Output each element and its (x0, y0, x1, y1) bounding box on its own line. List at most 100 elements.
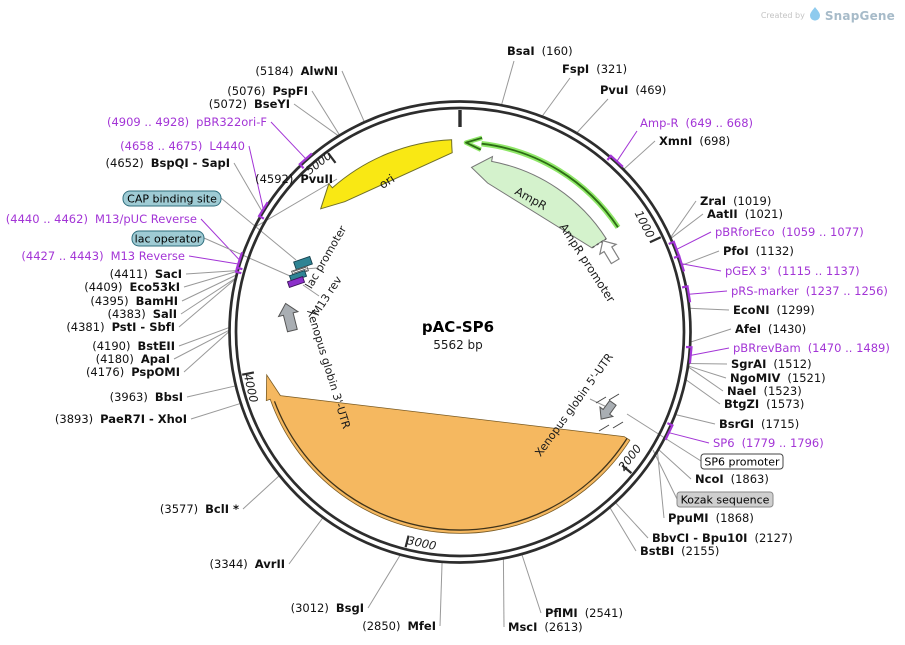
boxed-label-CAP binding site: CAP binding site (122, 190, 222, 207)
primer-label-L4440: (4658 .. 4675) L4440 (120, 139, 245, 153)
leader-pGEX 3' (681, 263, 722, 272)
utr5-hatch-0 (595, 396, 607, 404)
leader-PspOMI (183, 330, 231, 373)
tick-1000 (649, 236, 662, 244)
primer-site-tick-pBRrevBam (685, 345, 693, 364)
leader-MscI (502, 557, 505, 628)
leader-AvrII (288, 516, 324, 565)
feature-box-rect (286, 275, 306, 289)
leader-SalI (180, 277, 237, 315)
boxed-label-Kozak sequence: Kozak sequence (676, 491, 774, 508)
snapgene-credit: Created by SnapGene (761, 6, 895, 25)
enzyme-label-PvuII: (4592) PvuII (255, 172, 333, 186)
leader-PfoI (680, 250, 720, 267)
enzyme-label-BseYI: (5072) BseYI (209, 97, 290, 111)
leader-BsgI (367, 553, 402, 609)
boxed-label-rect (676, 491, 774, 508)
plasmid-ring-inner (234, 106, 686, 558)
primer-label-M13 Reverse: (4427 .. 4443) M13 Reverse (21, 249, 185, 263)
leader-BtgZI (684, 378, 721, 405)
leader-Eco53kI (183, 270, 239, 288)
orange-orf-core-line (273, 401, 628, 531)
leader-lines (173, 60, 732, 628)
enzyme-label-SalI: (4383) SalI (107, 307, 177, 321)
enzyme-label-EcoNI: EcoNI (1299) (733, 303, 815, 317)
leader-PstI - SbfI (178, 277, 237, 328)
enzyme-label-MfeI: (2850) MfeI (362, 619, 436, 633)
leader-BstBI (608, 506, 637, 552)
primer-site-tick-Amp-R (606, 154, 624, 168)
leader-BclI * (242, 474, 281, 510)
xenopus-globin-5utr-arrow (599, 399, 617, 420)
enzyme-label-FspI: FspI (321) (562, 62, 627, 76)
primer-site-tick-L4440 (257, 201, 269, 220)
leader-L4440 (248, 145, 264, 210)
ampr-thin-core (481, 142, 619, 228)
primer-site-tick-pRS-marker (681, 284, 692, 303)
ori-arrow (319, 139, 453, 210)
enzyme-label-PflMI: PflMI (2541) (545, 606, 623, 620)
enzyme-label-BspQI - SapI: (4652) BspQI - SapI (106, 156, 230, 170)
snapgene-logo-icon (809, 6, 820, 25)
enzyme-label-AlwNI: (5184) AlwNI (255, 64, 338, 78)
leader-EcoNI (688, 307, 730, 311)
boxed-label-rect (122, 190, 222, 207)
enzyme-label-XmnI: XmnI (698) (659, 134, 730, 148)
leader-PspFI (311, 90, 341, 137)
mini-leader-1 (302, 284, 320, 297)
hatch-line (292, 266, 307, 273)
enzyme-label-NaeI: NaeI (1523) (727, 384, 802, 398)
leader-pBRforEco (676, 231, 712, 250)
enzyme-label-Eco53kI: (4409) Eco53kI (84, 280, 180, 294)
orange-orf-arrow (265, 373, 631, 534)
ampr-promoter-arrow (598, 239, 620, 265)
enzyme-label-BbvCI - Bpu10I: BbvCI - Bpu10I (2127) (652, 531, 793, 545)
leader-pRS-marker (688, 290, 728, 295)
tick-label-4000: 4000 (241, 372, 261, 404)
enzyme-label-PvuI: PvuI (469) (600, 83, 666, 97)
leader-pBRrevBam (690, 347, 730, 356)
leader-AfeI (689, 328, 732, 343)
enzyme-label-PspFI: (5076) PspFI (227, 84, 308, 98)
boxed-label-lac operator: lac operator (131, 230, 205, 247)
enzyme-label-BbsI: (3963) BbsI (110, 390, 183, 404)
leader-NaeI (687, 365, 724, 392)
xenopus-globin-3utr-arrow (277, 302, 300, 333)
utr5-hatch-2 (612, 421, 624, 429)
enzyme-label-PspOMI: (4176) PspOMI (86, 365, 180, 379)
leader-AlwNI (341, 70, 366, 123)
primer-label-pBRforEco: pBRforEco (1059 .. 1077) (715, 225, 864, 239)
boxed-label-rect (700, 453, 784, 470)
leader-NgoMIV (687, 365, 727, 379)
leader-Kozak sequence (652, 449, 678, 500)
leader-CAP binding site (220, 197, 297, 261)
leader-M13/pUC Reverse (200, 218, 240, 261)
enzyme-label-PpuMI: PpuMI (1868) (668, 511, 754, 525)
tick-label-3000: 3000 (406, 533, 438, 553)
enzyme-label-PfoI: PfoI (1132) (723, 244, 794, 258)
enzyme-label-BsrGI: BsrGI (1715) (719, 417, 799, 431)
tick-3000 (404, 535, 410, 548)
tick-4000 (241, 371, 255, 376)
leader-BspQI - SapI (233, 162, 264, 214)
boxed-label-text: CAP binding site (127, 193, 217, 206)
leader-FspI (541, 77, 571, 118)
site-labels: (5184) AlwNI (5076) PspFI(5072) BseYI (4652) B… (6, 44, 890, 634)
enzyme-label-ZraI: ZraI (1019) (700, 194, 771, 208)
leader-ZraI (669, 200, 697, 239)
primer-label-pBR322ori-F: (4909 .. 4928) pBR322ori-F (107, 115, 267, 129)
tick-label-1000: 1000 (632, 208, 658, 240)
enzyme-label-BtgZI: BtgZI (1573) (724, 397, 804, 411)
leader-PvuI (575, 98, 609, 134)
enzyme-label-AfeI: AfeI (1430) (735, 322, 806, 336)
primer-label-pGEX 3': pGEX 3' (1115 .. 1137) (725, 264, 860, 278)
enzyme-label-ApaI: (4180) ApaI (96, 352, 170, 366)
m13-rev-box (286, 275, 306, 289)
enzyme-label-PaeR7I - XhoI: (3893) PaeR7I - XhoI (55, 412, 187, 426)
tick-2000 (621, 464, 633, 474)
utr5-hatch-3 (598, 424, 610, 432)
credit-brand-text: SnapGene (824, 8, 895, 23)
boxed-label-rect (131, 230, 205, 247)
leader-BsaI (500, 60, 515, 106)
